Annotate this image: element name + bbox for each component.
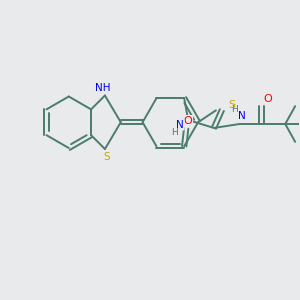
Text: S: S	[103, 152, 110, 162]
Text: NH: NH	[95, 82, 111, 93]
Text: N: N	[176, 120, 184, 130]
Text: N: N	[238, 111, 245, 121]
Text: O: O	[263, 94, 272, 104]
Text: H: H	[171, 128, 178, 137]
Text: O: O	[184, 116, 193, 125]
Text: S: S	[228, 100, 235, 110]
Text: H: H	[231, 105, 238, 114]
